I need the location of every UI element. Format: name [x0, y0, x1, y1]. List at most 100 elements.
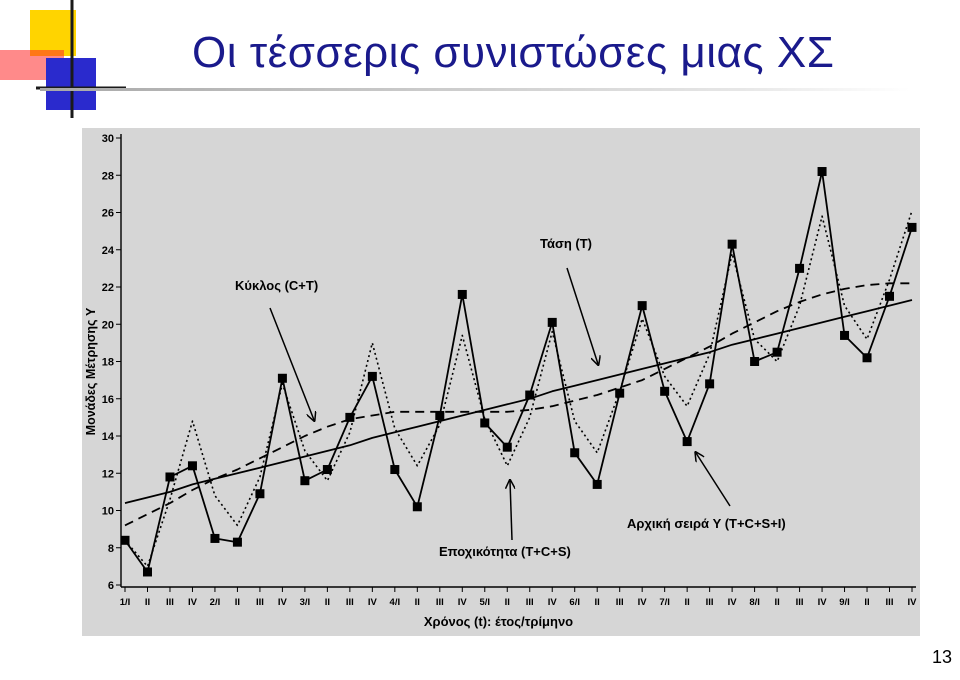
y-tick-label: 8	[108, 543, 114, 555]
seasonal-annotation-arrow	[510, 481, 512, 541]
y-tick-label: 28	[102, 170, 114, 182]
y-tick-label: 14	[102, 431, 115, 443]
original-annotation-arrow	[696, 453, 731, 507]
original-series-marker	[502, 442, 512, 452]
x-tick-label: IV	[638, 597, 648, 608]
y-tick-label: 24	[102, 245, 115, 257]
x-tick-label: II	[505, 597, 510, 608]
original-series-marker	[682, 437, 692, 447]
original-series-marker	[570, 448, 580, 458]
original-series-marker	[705, 379, 715, 389]
title-underline	[40, 88, 910, 91]
x-tick-label: 1/I	[120, 597, 131, 608]
trend-annotation-label: Τάση (T)	[540, 236, 592, 251]
original-series-marker	[637, 301, 647, 311]
y-tick-label: 6	[108, 580, 114, 592]
cycle-annotation-label: Κύκλος (C+T)	[235, 278, 318, 293]
original-series-marker	[772, 347, 782, 357]
slide-logo	[0, 0, 126, 118]
x-tick-label: 7/I	[659, 597, 670, 608]
x-tick-label: II	[235, 597, 240, 608]
x-tick-label: IV	[548, 597, 558, 608]
trend-annotation-arrow	[566, 267, 598, 364]
x-tick-label: 4/I	[390, 597, 401, 608]
x-tick-label: III	[616, 597, 624, 608]
y-tick-label: 18	[102, 357, 114, 369]
y-tick-label: 12	[102, 468, 114, 480]
original-series-marker	[727, 239, 737, 249]
x-tick-label: III	[526, 597, 534, 608]
original-series-marker	[795, 263, 805, 273]
x-tick-label: II	[774, 597, 779, 608]
original-series-marker	[817, 167, 827, 177]
original-series-marker	[840, 330, 850, 340]
x-tick-label: III	[706, 597, 714, 608]
x-tick-label: 3/I	[300, 597, 311, 608]
y-tick-label: 22	[102, 282, 114, 294]
original-series-marker	[322, 465, 332, 475]
x-tick-label: II	[595, 597, 600, 608]
original-series-marker	[300, 476, 310, 486]
original-series-marker	[345, 412, 355, 422]
slide-title: Οι τέσσερις συνιστώσες μιας ΧΣ	[192, 28, 835, 77]
x-tick-label: III	[796, 597, 804, 608]
x-axis-title: Χρόνος (t): έτος/τρίμηνο	[424, 614, 573, 629]
original-series-marker	[390, 465, 400, 475]
x-tick-label: IV	[278, 597, 288, 608]
original-series-marker	[907, 222, 917, 232]
original-series-marker	[885, 291, 895, 301]
x-tick-label: IV	[188, 597, 198, 608]
x-tick-label: IV	[728, 597, 738, 608]
x-tick-label: III	[256, 597, 264, 608]
x-tick-label: 2/I	[210, 597, 221, 608]
x-tick-label: 6/I	[569, 597, 580, 608]
trend-series-line	[124, 299, 913, 504]
x-tick-label: 9/I	[839, 597, 850, 608]
original-series-marker	[592, 479, 602, 489]
original-series-marker	[547, 317, 557, 327]
original-series-marker	[187, 461, 197, 471]
original-series-marker	[232, 537, 242, 547]
original-series-marker	[660, 386, 670, 396]
seasonal-annotation-label: Εποχικότητα (T+C+S)	[439, 544, 571, 559]
x-tick-label: IV	[368, 597, 378, 608]
original-series-marker	[525, 390, 535, 400]
chart-background	[82, 128, 920, 636]
original-annotation-label: Αρχική σειρά Y (T+C+S+I)	[627, 516, 786, 531]
x-tick-label: III	[166, 597, 174, 608]
x-tick-label: 5/I	[479, 597, 490, 608]
y-tick-label: 16	[102, 394, 114, 406]
original-series-marker	[457, 289, 467, 299]
x-tick-label: IV	[908, 597, 918, 608]
cycle-annotation-arrow	[269, 307, 314, 420]
original-series-marker	[165, 472, 175, 482]
original-series-marker	[142, 567, 152, 577]
x-tick-label: II	[864, 597, 869, 608]
x-tick-label: III	[886, 597, 894, 608]
logo-yellow-square	[30, 10, 76, 56]
y-tick-label: 20	[102, 319, 114, 331]
original-series-marker	[277, 373, 287, 383]
original-series-marker	[255, 489, 265, 499]
original-series-marker	[412, 502, 422, 512]
original-series-line	[124, 170, 913, 573]
x-tick-label: II	[685, 597, 690, 608]
original-series-marker	[435, 411, 445, 421]
original-series-marker	[367, 371, 377, 381]
original-series-marker	[862, 353, 872, 363]
y-axis-title: Μονάδες Μέτρησης Y	[84, 307, 98, 435]
y-tick-label: 10	[102, 506, 114, 518]
x-tick-label: IV	[458, 597, 468, 608]
y-tick-label: 26	[102, 208, 114, 220]
seasonal-series-line	[124, 210, 913, 568]
x-tick-label: II	[415, 597, 420, 608]
original-series-marker	[210, 533, 220, 543]
y-tick-label: 30	[102, 133, 114, 145]
x-tick-label: II	[145, 597, 150, 608]
x-tick-label: II	[325, 597, 330, 608]
x-tick-label: 8/I	[749, 597, 760, 608]
page-number: 13	[931, 647, 952, 667]
x-tick-label: IV	[818, 597, 828, 608]
x-tick-label: III	[436, 597, 444, 608]
